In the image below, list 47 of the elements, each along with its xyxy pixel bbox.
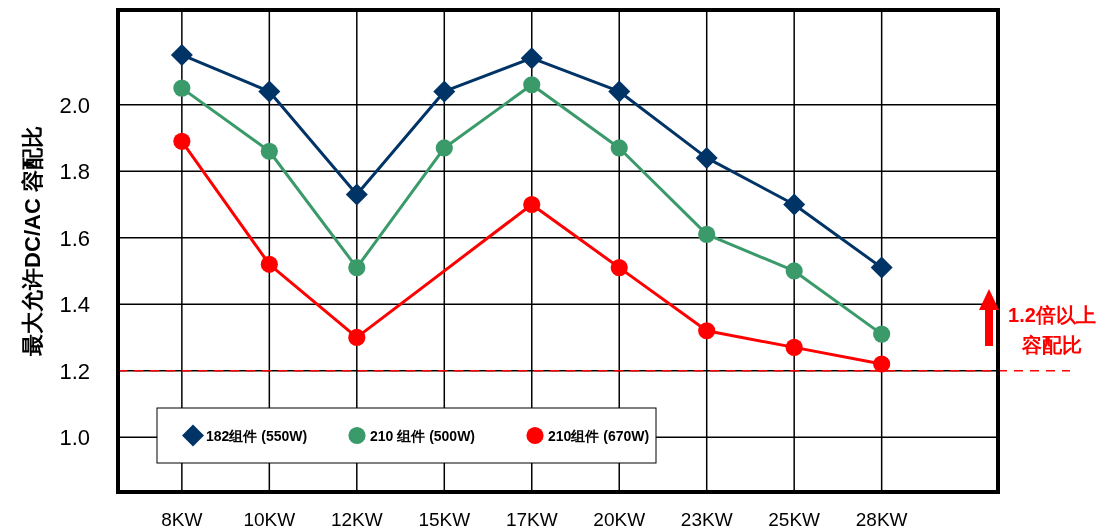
y-tick-label: 1.4 [59, 292, 90, 318]
point [785, 338, 803, 356]
point [523, 195, 541, 214]
text: 容配比 [1021, 334, 1082, 356]
legend-label: 182组件 (550W) [206, 427, 308, 444]
point [695, 146, 718, 169]
x-tick-label: 25KW [768, 509, 821, 528]
x-tick-label: 20KW [593, 509, 646, 528]
point [873, 325, 891, 343]
point [173, 79, 191, 97]
y-tick-label: 2.0 [59, 92, 90, 118]
point [523, 76, 541, 94]
point [610, 139, 628, 157]
x-tick-label: 8KW [161, 509, 203, 528]
text: 1.2倍以上 [1008, 304, 1096, 326]
point [783, 193, 806, 216]
y-axis-title: 最大允许DC/AC 容配比 [20, 126, 45, 357]
point [785, 262, 803, 280]
point [258, 80, 281, 103]
y-tick-label: 1.0 [59, 425, 90, 451]
x-tick-label: 10KW [243, 509, 296, 528]
point [345, 183, 368, 206]
point [348, 328, 366, 347]
y-tick-label: 1.2 [59, 358, 90, 384]
point [870, 256, 893, 279]
point [698, 225, 716, 243]
point [260, 255, 278, 273]
legend-label: 210 组件 (500W) [370, 427, 476, 444]
point [435, 139, 453, 157]
x-tick-label: 23KW [680, 509, 733, 528]
x-tick-label: 15KW [418, 509, 471, 528]
point [260, 142, 278, 160]
point [433, 80, 456, 103]
y-tick-label: 1.8 [59, 159, 90, 185]
point [610, 259, 628, 277]
point [873, 355, 891, 373]
x-tick-label: 12KW [330, 509, 383, 528]
legend-label: 210组件 (670W) [548, 427, 650, 444]
point [698, 322, 716, 340]
point [608, 80, 631, 103]
point [170, 43, 193, 66]
x-tick-label: 28KW [855, 509, 908, 528]
point [520, 47, 543, 70]
point [173, 132, 191, 150]
y-tick-label: 1.6 [59, 225, 90, 251]
point [348, 259, 366, 277]
x-tick-label: 17KW [505, 509, 558, 528]
